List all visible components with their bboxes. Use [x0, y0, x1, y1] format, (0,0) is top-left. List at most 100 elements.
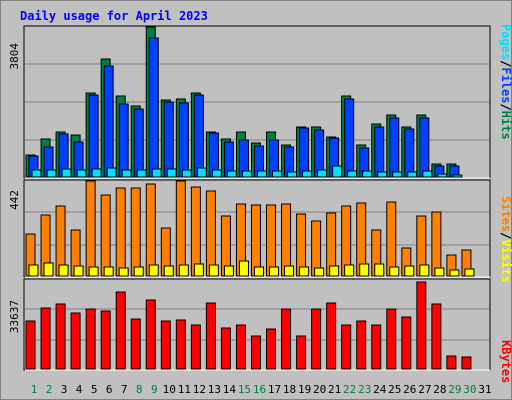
legend-visits: Sites/Visits	[499, 196, 512, 283]
x-tick-label: 10	[163, 383, 176, 396]
bar-pages-day-18	[287, 171, 298, 178]
bar-kbytes-day-10	[160, 320, 171, 370]
x-tick-label: 2	[46, 383, 53, 396]
bar-visits-day-9	[148, 264, 159, 277]
y-max-label: 3804	[8, 43, 21, 70]
bar-visits-day-25	[389, 266, 400, 277]
bar-files-day-9	[148, 37, 159, 178]
legend-entry: Hits	[499, 111, 512, 140]
bar-kbytes-day-8	[130, 318, 141, 370]
bar-kbytes-day-2	[40, 307, 51, 370]
bar-files-day-24	[374, 126, 385, 178]
x-tick-label: 26	[403, 383, 416, 396]
bar-visits-day-2	[43, 262, 54, 277]
legend-entry: /	[499, 232, 512, 239]
chart-title: Daily usage for April 2023	[20, 9, 208, 23]
x-tick-label: 30	[463, 383, 476, 396]
bar-visits-day-19	[299, 266, 310, 277]
bar-visits-day-15	[238, 260, 249, 277]
bar-pages-day-4	[76, 169, 87, 178]
bar-visits-day-24	[374, 263, 385, 277]
bar-pages-day-21	[332, 165, 343, 178]
x-tick-label: 23	[358, 383, 371, 396]
x-tick-label: 12	[193, 383, 206, 396]
y-max-label: 33637	[8, 300, 21, 333]
x-tick-label: 8	[136, 383, 143, 396]
bar-visits-day-8	[133, 266, 144, 277]
bar-visits-day-20	[314, 267, 325, 277]
bar-pages-day-29	[452, 174, 463, 178]
bar-pages-day-8	[136, 169, 147, 178]
bar-kbytes-day-20	[311, 308, 322, 370]
bars-visits	[25, 180, 475, 277]
x-tick-label: 25	[388, 383, 401, 396]
bar-kbytes-day-21	[326, 302, 337, 370]
bar-visits-day-21	[329, 265, 340, 277]
x-tick-label: 4	[76, 383, 83, 396]
bar-pages-day-23	[362, 170, 373, 178]
bar-pages-day-3	[61, 168, 72, 178]
bar-kbytes-day-26	[401, 316, 412, 370]
bar-visits-day-18	[284, 265, 295, 277]
bar-kbytes-day-30	[461, 356, 472, 370]
bar-sites-day-9	[145, 183, 156, 277]
legend-entry: /	[499, 60, 512, 67]
x-tick-label: 11	[178, 383, 191, 396]
bar-pages-day-25	[392, 171, 403, 178]
bar-visits-day-14	[223, 265, 234, 277]
bar-sites-day-12	[190, 186, 201, 277]
bar-visits-day-4	[73, 265, 84, 277]
legend-entry: Visits	[499, 239, 512, 282]
x-tick-label: 29	[448, 383, 461, 396]
bar-kbytes-day-13	[205, 302, 216, 370]
bar-pages-day-28	[437, 173, 448, 178]
bar-kbytes-day-28	[431, 303, 442, 370]
bar-files-day-5	[88, 94, 99, 178]
bar-kbytes-day-23	[356, 320, 367, 370]
bar-files-day-8	[133, 108, 144, 178]
x-tick-label: 6	[106, 383, 113, 396]
x-tick-label: 28	[433, 383, 446, 396]
bar-visits-day-12	[193, 263, 204, 277]
bar-visits-day-26	[404, 265, 415, 277]
y-max-label: 442	[8, 190, 21, 210]
x-tick-label: 5	[91, 383, 98, 396]
legend-entry: KBytes	[499, 340, 512, 383]
bar-pages-day-20	[317, 169, 328, 178]
x-tick-label: 16	[253, 383, 266, 396]
bar-pages-day-14	[226, 170, 237, 178]
legend-kbytes: KBytes	[499, 340, 512, 383]
bars-hits	[25, 26, 463, 178]
bar-sites-day-5	[85, 180, 96, 277]
bar-pages-day-9	[151, 168, 162, 178]
bar-files-day-11	[178, 102, 189, 178]
bar-kbytes-day-5	[85, 308, 96, 370]
legend-entry: Files	[499, 67, 512, 103]
bar-visits-day-13	[208, 264, 219, 277]
bar-kbytes-day-11	[175, 319, 186, 370]
bar-sites-day-18	[281, 203, 292, 277]
x-tick-label: 20	[313, 383, 326, 396]
bar-kbytes-day-17	[266, 328, 277, 370]
bar-sites-day-13	[205, 190, 216, 277]
bar-pages-day-19	[302, 170, 313, 178]
x-tick-label: 14	[223, 383, 237, 396]
bar-files-day-22	[344, 98, 355, 178]
bar-kbytes-day-6	[100, 310, 111, 370]
bar-pages-day-1	[31, 169, 42, 178]
bar-visits-day-30	[464, 268, 475, 277]
bar-pages-day-16	[256, 170, 267, 178]
bar-visits-day-27	[419, 264, 430, 277]
bar-sites-day-8	[130, 187, 141, 277]
x-tick-label: 13	[208, 383, 221, 396]
bar-pages-day-10	[166, 168, 177, 178]
legend-entry: /	[499, 103, 512, 110]
bar-pages-day-26	[407, 171, 418, 178]
bar-kbytes-day-25	[386, 308, 397, 370]
bar-visits-day-1	[28, 264, 39, 277]
x-tick-label: 7	[121, 383, 128, 396]
bar-visits-day-17	[269, 266, 280, 277]
x-tick-label: 24	[373, 383, 387, 396]
bar-kbytes-day-3	[55, 303, 66, 370]
